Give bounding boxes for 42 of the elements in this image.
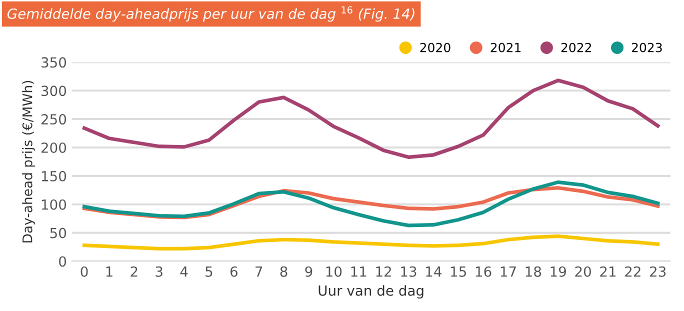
x-tick-label: 6: [230, 266, 238, 277]
x-tick-label: 19: [550, 266, 566, 277]
legend-label: 2021: [490, 42, 521, 52]
y-axis-title: Day-ahead prijs (€/MWh): [22, 80, 35, 242]
x-tick-label: 12: [376, 266, 391, 277]
line-series: [82, 78, 660, 159]
y-tick-label: 350: [42, 57, 66, 68]
x-tick-label: 10: [326, 266, 342, 277]
x-tick-label: 21: [600, 266, 616, 277]
x-tick-label: 22: [625, 266, 640, 277]
line-series: [82, 180, 660, 228]
x-tick-label: 2: [130, 266, 138, 277]
y-tick-label: 100: [42, 199, 66, 210]
x-tick-label: 15: [451, 266, 466, 277]
x-tick-label: 13: [401, 266, 416, 277]
line-series: [82, 234, 660, 251]
y-tick-label: 0: [59, 256, 66, 267]
x-tick-label: 20: [575, 266, 591, 277]
x-tick-label: 8: [280, 266, 288, 277]
x-tick-label: 14: [426, 266, 442, 277]
x-axis-title: Uur van de dag: [318, 285, 424, 299]
legend-label: 2020: [420, 42, 450, 52]
chart-title: Gemiddelde day-aheadprijs per uur van de dag $^{16}$ (Fig. 14): [7, 6, 414, 22]
x-tick-label: 11: [351, 266, 366, 277]
x-tick-label: 18: [526, 266, 542, 277]
legend-label: 2022: [561, 42, 592, 52]
x-tick-label: 9: [305, 266, 312, 277]
x-tick-label: 5: [206, 266, 212, 277]
y-tick-label: 50: [50, 228, 66, 238]
x-tick-label: 3: [156, 266, 162, 277]
x-tick-label: 7: [256, 266, 262, 277]
x-tick-label: 17: [500, 266, 516, 277]
x-tick-label: 1: [106, 266, 112, 277]
y-tick-label: 250: [41, 114, 66, 125]
x-tick-label: 16: [476, 266, 492, 277]
y-tick-label: 200: [41, 142, 66, 153]
x-tick-label: 0: [80, 266, 88, 277]
y-tick-label: 150: [42, 170, 66, 182]
x-tick-label: 4: [180, 266, 188, 277]
y-tick-label: 300: [42, 86, 66, 96]
x-tick-label: 23: [650, 266, 666, 277]
legend-label: 2023: [632, 42, 662, 52]
